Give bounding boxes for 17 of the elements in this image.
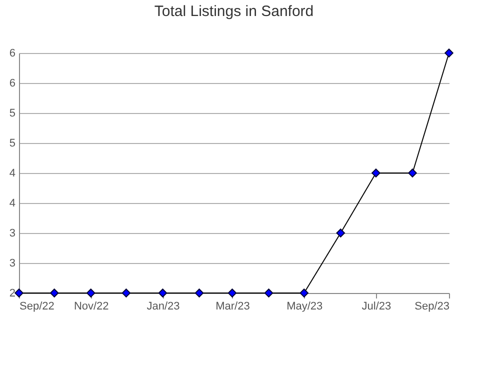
- y-tick-label: 6: [9, 78, 16, 90]
- y-tick-label: 2: [9, 288, 16, 300]
- x-tick-label: Sep/22: [20, 300, 54, 312]
- chart-title: Total Listings in Sanford: [154, 3, 314, 20]
- y-tick-label: 5: [9, 108, 16, 120]
- y-tick-label: 6: [9, 48, 16, 60]
- y-tick-label: 3: [9, 258, 16, 270]
- x-tick-label: Mar/23: [216, 300, 250, 312]
- x-tick-label: Sep/23: [414, 300, 450, 312]
- y-tick-label: 5: [9, 138, 16, 150]
- y-tick-label: 3: [9, 228, 16, 240]
- x-tick-label: Nov/22: [74, 300, 109, 312]
- y-tick-label: 4: [9, 198, 16, 210]
- x-tick-label: May/23: [286, 300, 323, 312]
- x-tick-label: Jul/23: [362, 300, 392, 312]
- x-tick-label: Jan/23: [146, 300, 180, 312]
- y-tick-label: 4: [9, 168, 16, 180]
